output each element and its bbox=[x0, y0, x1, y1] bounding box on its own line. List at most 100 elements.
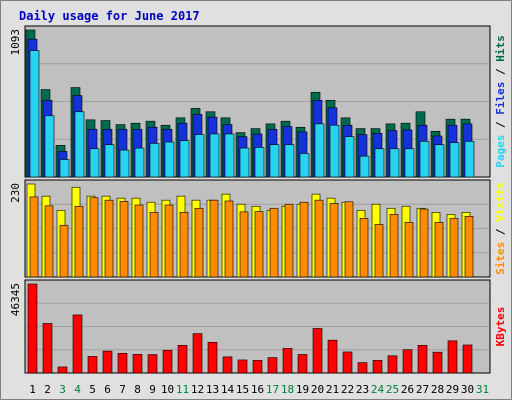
day-label: 16 bbox=[251, 383, 264, 396]
kbytes-bar bbox=[417, 344, 428, 374]
pages-bar bbox=[269, 144, 280, 178]
pages-bar bbox=[89, 148, 100, 178]
pages-bar bbox=[434, 144, 445, 178]
sites-bar bbox=[404, 222, 414, 278]
pages-bar bbox=[389, 148, 400, 178]
hits-legend-separator: / bbox=[494, 115, 507, 135]
kbytes-bar bbox=[312, 328, 323, 374]
pages-bar bbox=[134, 147, 145, 178]
kbytes-bar bbox=[27, 283, 38, 374]
day-label: 30 bbox=[461, 383, 474, 396]
sites-bar bbox=[224, 200, 234, 278]
kbytes-bar bbox=[327, 339, 338, 374]
hits-legend-separator: / bbox=[494, 62, 507, 82]
pages-bar bbox=[404, 148, 415, 178]
kbytes-bar bbox=[72, 314, 83, 374]
day-label: 26 bbox=[401, 383, 414, 396]
kbytes-bar bbox=[402, 349, 413, 374]
kbytes-bar bbox=[102, 350, 113, 374]
visits-legend-sites: Sites bbox=[494, 242, 507, 275]
kbytes-bar bbox=[162, 349, 173, 374]
sites-bar bbox=[29, 196, 39, 278]
sites-bar bbox=[104, 199, 114, 278]
day-label: 17 bbox=[266, 383, 279, 396]
sites-bar bbox=[284, 203, 294, 278]
pages-bar bbox=[44, 115, 55, 178]
kbytes-bar bbox=[147, 354, 158, 374]
day-label: 21 bbox=[326, 383, 339, 396]
kbytes-bar bbox=[132, 354, 143, 374]
kbytes-bar bbox=[87, 356, 98, 374]
sites-bar bbox=[89, 197, 99, 278]
chart-title: Daily usage for June 2017 bbox=[19, 9, 200, 23]
sites-bar bbox=[329, 203, 339, 278]
visits-legend-visits: Visits bbox=[494, 182, 507, 222]
sites-bar bbox=[134, 204, 144, 278]
kbytes-bar bbox=[267, 357, 278, 374]
visits-legend: Sites / Visits bbox=[494, 182, 507, 275]
sites-bar bbox=[194, 207, 204, 278]
visits-legend-separator: / bbox=[494, 222, 507, 242]
kbytes-bar bbox=[447, 340, 458, 374]
day-label: 19 bbox=[296, 383, 309, 396]
sites-bar bbox=[299, 201, 309, 278]
kbytes-bar bbox=[357, 362, 368, 374]
kbytes-bar bbox=[282, 348, 293, 374]
day-label: 28 bbox=[431, 383, 444, 396]
pages-bar bbox=[464, 141, 475, 178]
sites-bar bbox=[119, 201, 129, 278]
kbytes-bar bbox=[387, 355, 398, 374]
pages-bar bbox=[164, 141, 175, 178]
sites-bar bbox=[419, 208, 429, 278]
visits-y-max-label: 230 bbox=[9, 183, 22, 203]
hits-legend: Pages / Files / Hits bbox=[494, 35, 507, 168]
day-label: 2 bbox=[44, 383, 51, 396]
day-label: 22 bbox=[341, 383, 354, 396]
day-label: 9 bbox=[149, 383, 156, 396]
sites-bar bbox=[359, 218, 369, 278]
pages-bar bbox=[329, 124, 340, 178]
sites-bar bbox=[164, 204, 174, 278]
day-label: 29 bbox=[446, 383, 459, 396]
day-label: 25 bbox=[386, 383, 399, 396]
sites-bar bbox=[59, 224, 69, 278]
day-label: 3 bbox=[59, 383, 66, 396]
day-label: 6 bbox=[104, 383, 111, 396]
sites-bar bbox=[44, 205, 54, 278]
day-label: 7 bbox=[119, 383, 126, 396]
day-label: 20 bbox=[311, 383, 324, 396]
sites-bar bbox=[269, 207, 279, 278]
kbytes-bar bbox=[42, 323, 53, 374]
pages-bar bbox=[59, 159, 70, 178]
pages-bar bbox=[209, 133, 220, 178]
day-label: 12 bbox=[191, 383, 204, 396]
pages-bar bbox=[239, 147, 250, 178]
day-label: 14 bbox=[221, 383, 235, 396]
sites-bar bbox=[74, 205, 84, 278]
pages-bar bbox=[194, 134, 205, 178]
day-label: 13 bbox=[206, 383, 219, 396]
sites-bar bbox=[314, 199, 324, 278]
pages-bar bbox=[149, 143, 160, 178]
pages-bar bbox=[299, 153, 310, 178]
kbytes-bar bbox=[117, 352, 128, 374]
kbytes-bar bbox=[237, 359, 248, 374]
kbytes-bar bbox=[192, 333, 203, 374]
day-label: 11 bbox=[176, 383, 189, 396]
pages-bar bbox=[224, 133, 235, 178]
kbytes-bar bbox=[222, 356, 233, 374]
kbytes-bar bbox=[342, 351, 353, 374]
pages-bar bbox=[419, 141, 430, 178]
kbytes-bar bbox=[57, 366, 68, 374]
sites-bar bbox=[464, 216, 474, 278]
hits-y-max-label: 1093 bbox=[9, 29, 22, 56]
sites-bar bbox=[344, 201, 354, 278]
pages-bar bbox=[449, 142, 460, 178]
pages-bar bbox=[374, 148, 385, 178]
hits-legend-files: Files bbox=[494, 82, 507, 115]
kbytes-bar bbox=[462, 344, 473, 374]
day-label: 8 bbox=[134, 383, 141, 396]
sites-bar bbox=[434, 222, 444, 278]
sites-bar bbox=[239, 211, 249, 278]
